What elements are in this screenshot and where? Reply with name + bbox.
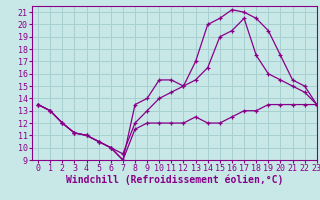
X-axis label: Windchill (Refroidissement éolien,°C): Windchill (Refroidissement éolien,°C) — [66, 175, 283, 185]
